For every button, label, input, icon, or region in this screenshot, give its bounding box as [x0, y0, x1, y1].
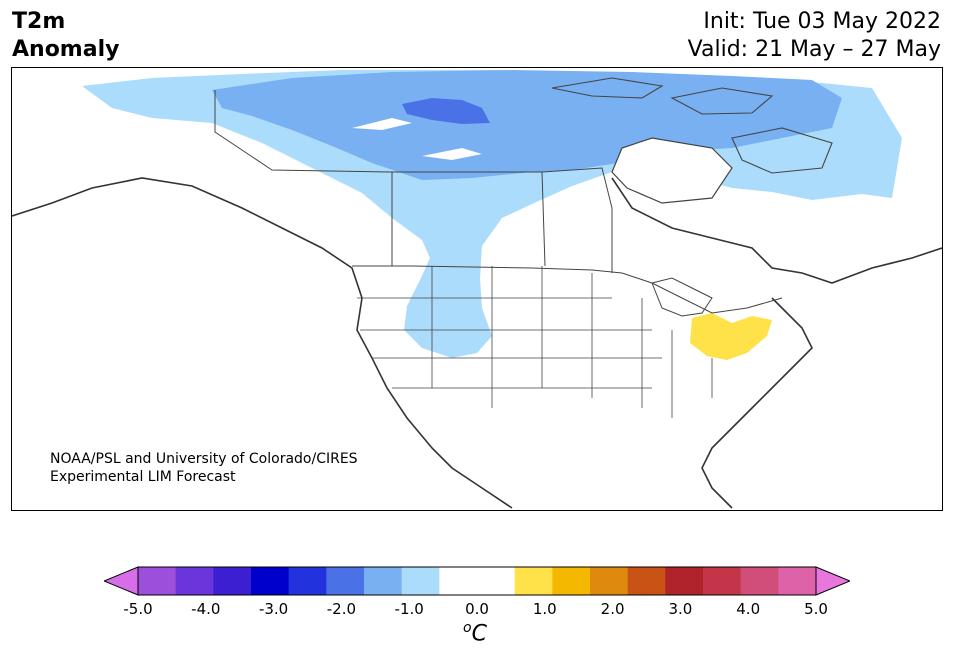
cold-anomaly-region: [212, 70, 842, 180]
credit-line-2: Experimental LIM Forecast: [50, 469, 236, 485]
colorbar-bin: [439, 567, 478, 595]
title-line-1: T2m: [12, 9, 66, 34]
colorbar-tick-label: 5.0: [804, 600, 828, 618]
colorbar-bin: [703, 567, 742, 595]
colorbar-bin: [552, 567, 591, 595]
colorbar-tick-label: 1.0: [532, 600, 557, 618]
warm-anomaly-region: [690, 313, 772, 360]
colorbar-unit: oC: [463, 620, 487, 647]
colorbar-tick-label: -4.0: [191, 600, 221, 618]
valid-range: Valid: 21 May – 27 May: [687, 37, 941, 62]
colorbar-bin: [401, 567, 440, 595]
title-line-2: Anomaly: [12, 37, 120, 62]
colorbar-bin: [251, 567, 290, 595]
anomaly-map: [12, 70, 942, 509]
colorbar-tick-label: -2.0: [326, 600, 357, 618]
colorbar-bin: [514, 567, 553, 595]
colorbar-bin: [740, 567, 779, 595]
map-title: T2m Anomaly: [12, 8, 119, 64]
map-panel: NOAA/PSL and University of Colorado/CIRE…: [11, 67, 943, 511]
colorbar-bin: [213, 567, 252, 595]
colorbar-arrow-low: [102, 566, 139, 596]
colorbar-bin: [665, 567, 704, 595]
colorbar-tick-label: -3.0: [258, 600, 289, 618]
state-borders: [357, 266, 713, 418]
us-canada-border: [352, 265, 783, 314]
colorbar-bin: [138, 567, 177, 595]
colorbar-tick-label: -1.0: [394, 600, 424, 618]
colorbar-outline: [137, 566, 817, 596]
colorbar-tick-label: 0.0: [465, 600, 489, 618]
colorbar-arrow-high: [815, 566, 852, 596]
colorbar-tick-label: -5.0: [123, 600, 153, 618]
colorbar-tick-label: 3.0: [668, 600, 693, 618]
attribution: NOAA/PSL and University of Colorado/CIRE…: [50, 450, 358, 486]
colorbar-scale: [102, 566, 852, 596]
colorbar-tick-label: 4.0: [736, 600, 761, 618]
colorbar-bin: [326, 567, 365, 595]
colorbar-bin: [627, 567, 666, 595]
hudson-bay: [611, 137, 733, 204]
init-date: Init: Tue 03 May 2022: [703, 9, 941, 34]
colorbar-bin: [288, 567, 327, 595]
colorbar-bin: [477, 567, 516, 595]
strong-cold-anomaly-region: [402, 98, 490, 124]
lakes-canada: [352, 118, 482, 160]
colorbar-bin: [364, 567, 403, 595]
colorbar-bin: [175, 567, 214, 595]
great-lakes: [651, 277, 713, 317]
colorbar-bin: [590, 567, 629, 595]
credit-line-1: NOAA/PSL and University of Colorado/CIRE…: [50, 451, 358, 467]
colorbar-bin: [778, 567, 817, 595]
colorbar: [102, 565, 852, 601]
colorbar-tick-label: 2.0: [600, 600, 625, 618]
coastline: [12, 177, 513, 509]
east-coastline: [611, 177, 942, 509]
province-borders: [214, 90, 613, 273]
arctic-islands: [551, 77, 833, 174]
forecast-dates: Init: Tue 03 May 2022 Valid: 21 May – 27…: [688, 8, 941, 64]
